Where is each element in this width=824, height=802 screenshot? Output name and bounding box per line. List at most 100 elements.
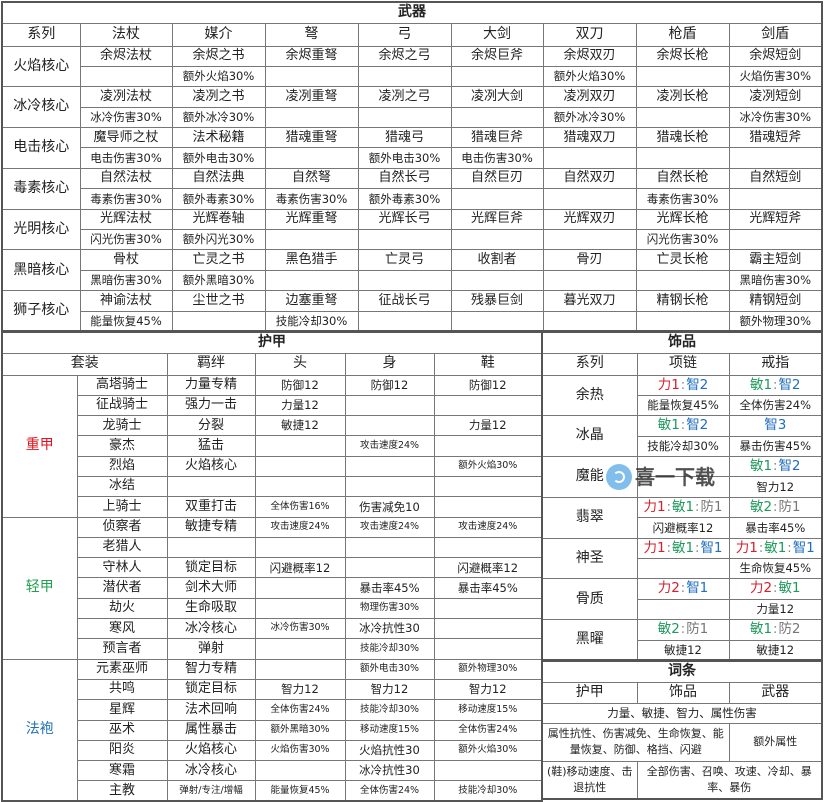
weapon-name: 自然弩 (264, 167, 359, 190)
column-header: 弩 (264, 22, 359, 47)
weapon-bonus (357, 310, 452, 332)
body-stat: 全体伤害24% (344, 780, 435, 802)
weapon-bonus: 冰冷伤害30% (728, 106, 823, 129)
armor-set-row: 共鸣 锁定目标 智力12 智力12 智力12 (2, 678, 543, 701)
weapon-name: 猎魂双刀 (542, 127, 637, 149)
affix-row: (鞋)移动速度、击退抗性 全部伤害、召唤、攻速、冷却、暴率、暴伤 (541, 760, 823, 800)
weapon-bonus: 电击伤害30% (450, 147, 544, 169)
weapon-bonus (357, 229, 452, 251)
shoes-stat: 暴击率45% (433, 577, 543, 599)
weapon-bonus: 冰冷伤害30% (79, 106, 173, 129)
necklace-stat: 敏捷12 (636, 639, 730, 661)
weapon-bonus (450, 229, 544, 251)
body-stat (344, 536, 435, 559)
attribute-ratio-token: 防1 (686, 621, 709, 638)
weapon-name: 骨刃 (542, 249, 637, 271)
head-stat (254, 435, 346, 457)
weapon-name: 凌冽短剑 (728, 86, 823, 108)
necklace-stat: 闪避概率12 (636, 517, 730, 539)
column-header: 系列 (541, 352, 638, 376)
weapon-name: 自然长弓 (357, 167, 452, 190)
weapon-name: 余烬巨斧 (450, 45, 544, 67)
ratio-separator: : (773, 499, 778, 515)
shoes-stat (433, 435, 543, 457)
column-header: 弓 (357, 22, 452, 47)
armor-table: 护甲 套装 羁绊头身鞋重甲 高塔骑士 力量专精 防御12 防御12 防御12 征战骑士 强力一击力… (1, 331, 543, 802)
series-label: 翡翠 (541, 496, 638, 539)
header-row: 套装 羁绊头身鞋 (1, 352, 543, 376)
weapon-name: 亡灵之书 (171, 249, 266, 271)
shoes-stat (433, 618, 543, 640)
affixes-title: 词条 (541, 660, 823, 683)
head-stat (254, 536, 346, 559)
shoes-stat (433, 597, 543, 620)
set-name: 高塔骑士 (76, 374, 168, 396)
weapon-bonus (728, 188, 823, 210)
table-row: 魔能 敏1:智2 (541, 456, 823, 498)
weapon-name: 亡灵长枪 (635, 249, 730, 271)
header-row: 系列 法杖 媒介弩弓大剑 双刀 枪盾 剑盾 (1, 22, 823, 47)
shoes-stat: 智力12 (433, 678, 543, 701)
weapon-bonus: 额外毒素30% (357, 188, 452, 210)
table-row: 狮子核心 神谕法杖 尘世之书 边塞重弩 征战长弓 残暴巨剑 暮光双刀 精钢长枪 精钢短剑 (1, 290, 823, 332)
weapon-name: 精钢长枪 (635, 290, 730, 312)
weapon-name: 骨杖 (79, 249, 173, 271)
shoes-stat: 攻击速度24% (433, 516, 543, 538)
armor-set-row: 预言者 弹射 技能冷却30% (2, 638, 543, 660)
shoes-stat: 额外物理30% (433, 658, 543, 680)
shoes-stat: 全体伤害24% (433, 719, 543, 741)
body-stat (344, 415, 435, 437)
column-header: 身 (344, 352, 435, 376)
weapon-name: 光辉卷轴 (171, 208, 266, 231)
weapon-bonus (171, 310, 266, 332)
armor-type-label: 轻甲 (1, 516, 78, 660)
weapon-name: 神谕法杖 (79, 290, 173, 312)
attribute-ratio-token: 力1 (643, 539, 666, 556)
armor-set-row: 龙骑士 分裂 敏捷12 力量12 (2, 415, 543, 437)
column-header: 戒指 (728, 352, 823, 376)
column-header: 套装 (1, 352, 168, 376)
set-name: 阳炎 (76, 739, 168, 762)
weapon-name: 余烬法杖 (79, 45, 173, 67)
set-name: 守林人 (76, 557, 168, 579)
necklace-stat (636, 476, 730, 498)
attribute-ratio-token: 防1 (700, 498, 723, 515)
set-bond: 敏捷专精 (166, 516, 256, 538)
table-row: 智力12 (542, 476, 823, 498)
set-name: 侦察者 (76, 516, 168, 538)
necklace-stat (636, 558, 730, 580)
table-row: 闪光伤害30% 额外闪光30% 闪光伤害30% (2, 229, 823, 251)
attribute-ratio-token: 防2 (778, 621, 801, 638)
weapon-bonus: 额外电击30% (171, 147, 266, 169)
weapon-bonus (542, 269, 637, 292)
attribute-ratio-token: 智1 (792, 539, 815, 556)
attribute-ratio-token: 防1 (778, 498, 801, 515)
set-name: 预言者 (76, 638, 168, 660)
shoes-stat: 额外火焰30% (433, 455, 543, 477)
ring-stat: 暴击率45% (728, 517, 823, 539)
armor-type-label: 重甲 (1, 374, 78, 518)
necklace-ratio: 力1:敏1:智1 (636, 537, 730, 560)
ratio-separator: : (680, 581, 686, 597)
table-row: 敏捷12 敏捷12 (542, 639, 823, 661)
shoes-stat (433, 496, 543, 518)
weapon-bonus: 额外黑暗30% (171, 269, 266, 292)
armor-set-row: 守林人 锁定目标 闪避概率12 闪避概率12 (2, 557, 543, 579)
body-stat: 攻击速度24% (344, 516, 435, 538)
weapons-table: 武器 系列 法杖 媒介弩弓大剑 双刀 枪盾 剑盾 火焰核心 余烬法杖 余烬之书 余烬重弩 余烬之弓 余烬… (1, 1, 824, 333)
head-stat (254, 577, 346, 599)
weapon-bonus: 额外电击30% (357, 147, 452, 169)
set-bond: 火焰核心 (166, 455, 256, 477)
set-bond: 弹射 (166, 638, 256, 660)
set-bond: 生命吸取 (166, 597, 256, 620)
affix-cell: 力量、敏捷、智力、属性伤害 (541, 702, 823, 724)
ring-stat: 生命恢复45% (728, 558, 823, 580)
weapon-bonus: 额外物理30% (728, 310, 823, 332)
weapon-bonus (450, 269, 544, 292)
weapon-name: 光辉重弩 (264, 208, 359, 231)
set-name: 老猎人 (76, 536, 168, 559)
weapon-name: 余烬重弩 (264, 45, 359, 67)
weapon-name: 暮光双刀 (542, 290, 637, 312)
shoes-stat: 额外火焰30% (433, 739, 543, 762)
column-header: 系列 (1, 22, 81, 47)
